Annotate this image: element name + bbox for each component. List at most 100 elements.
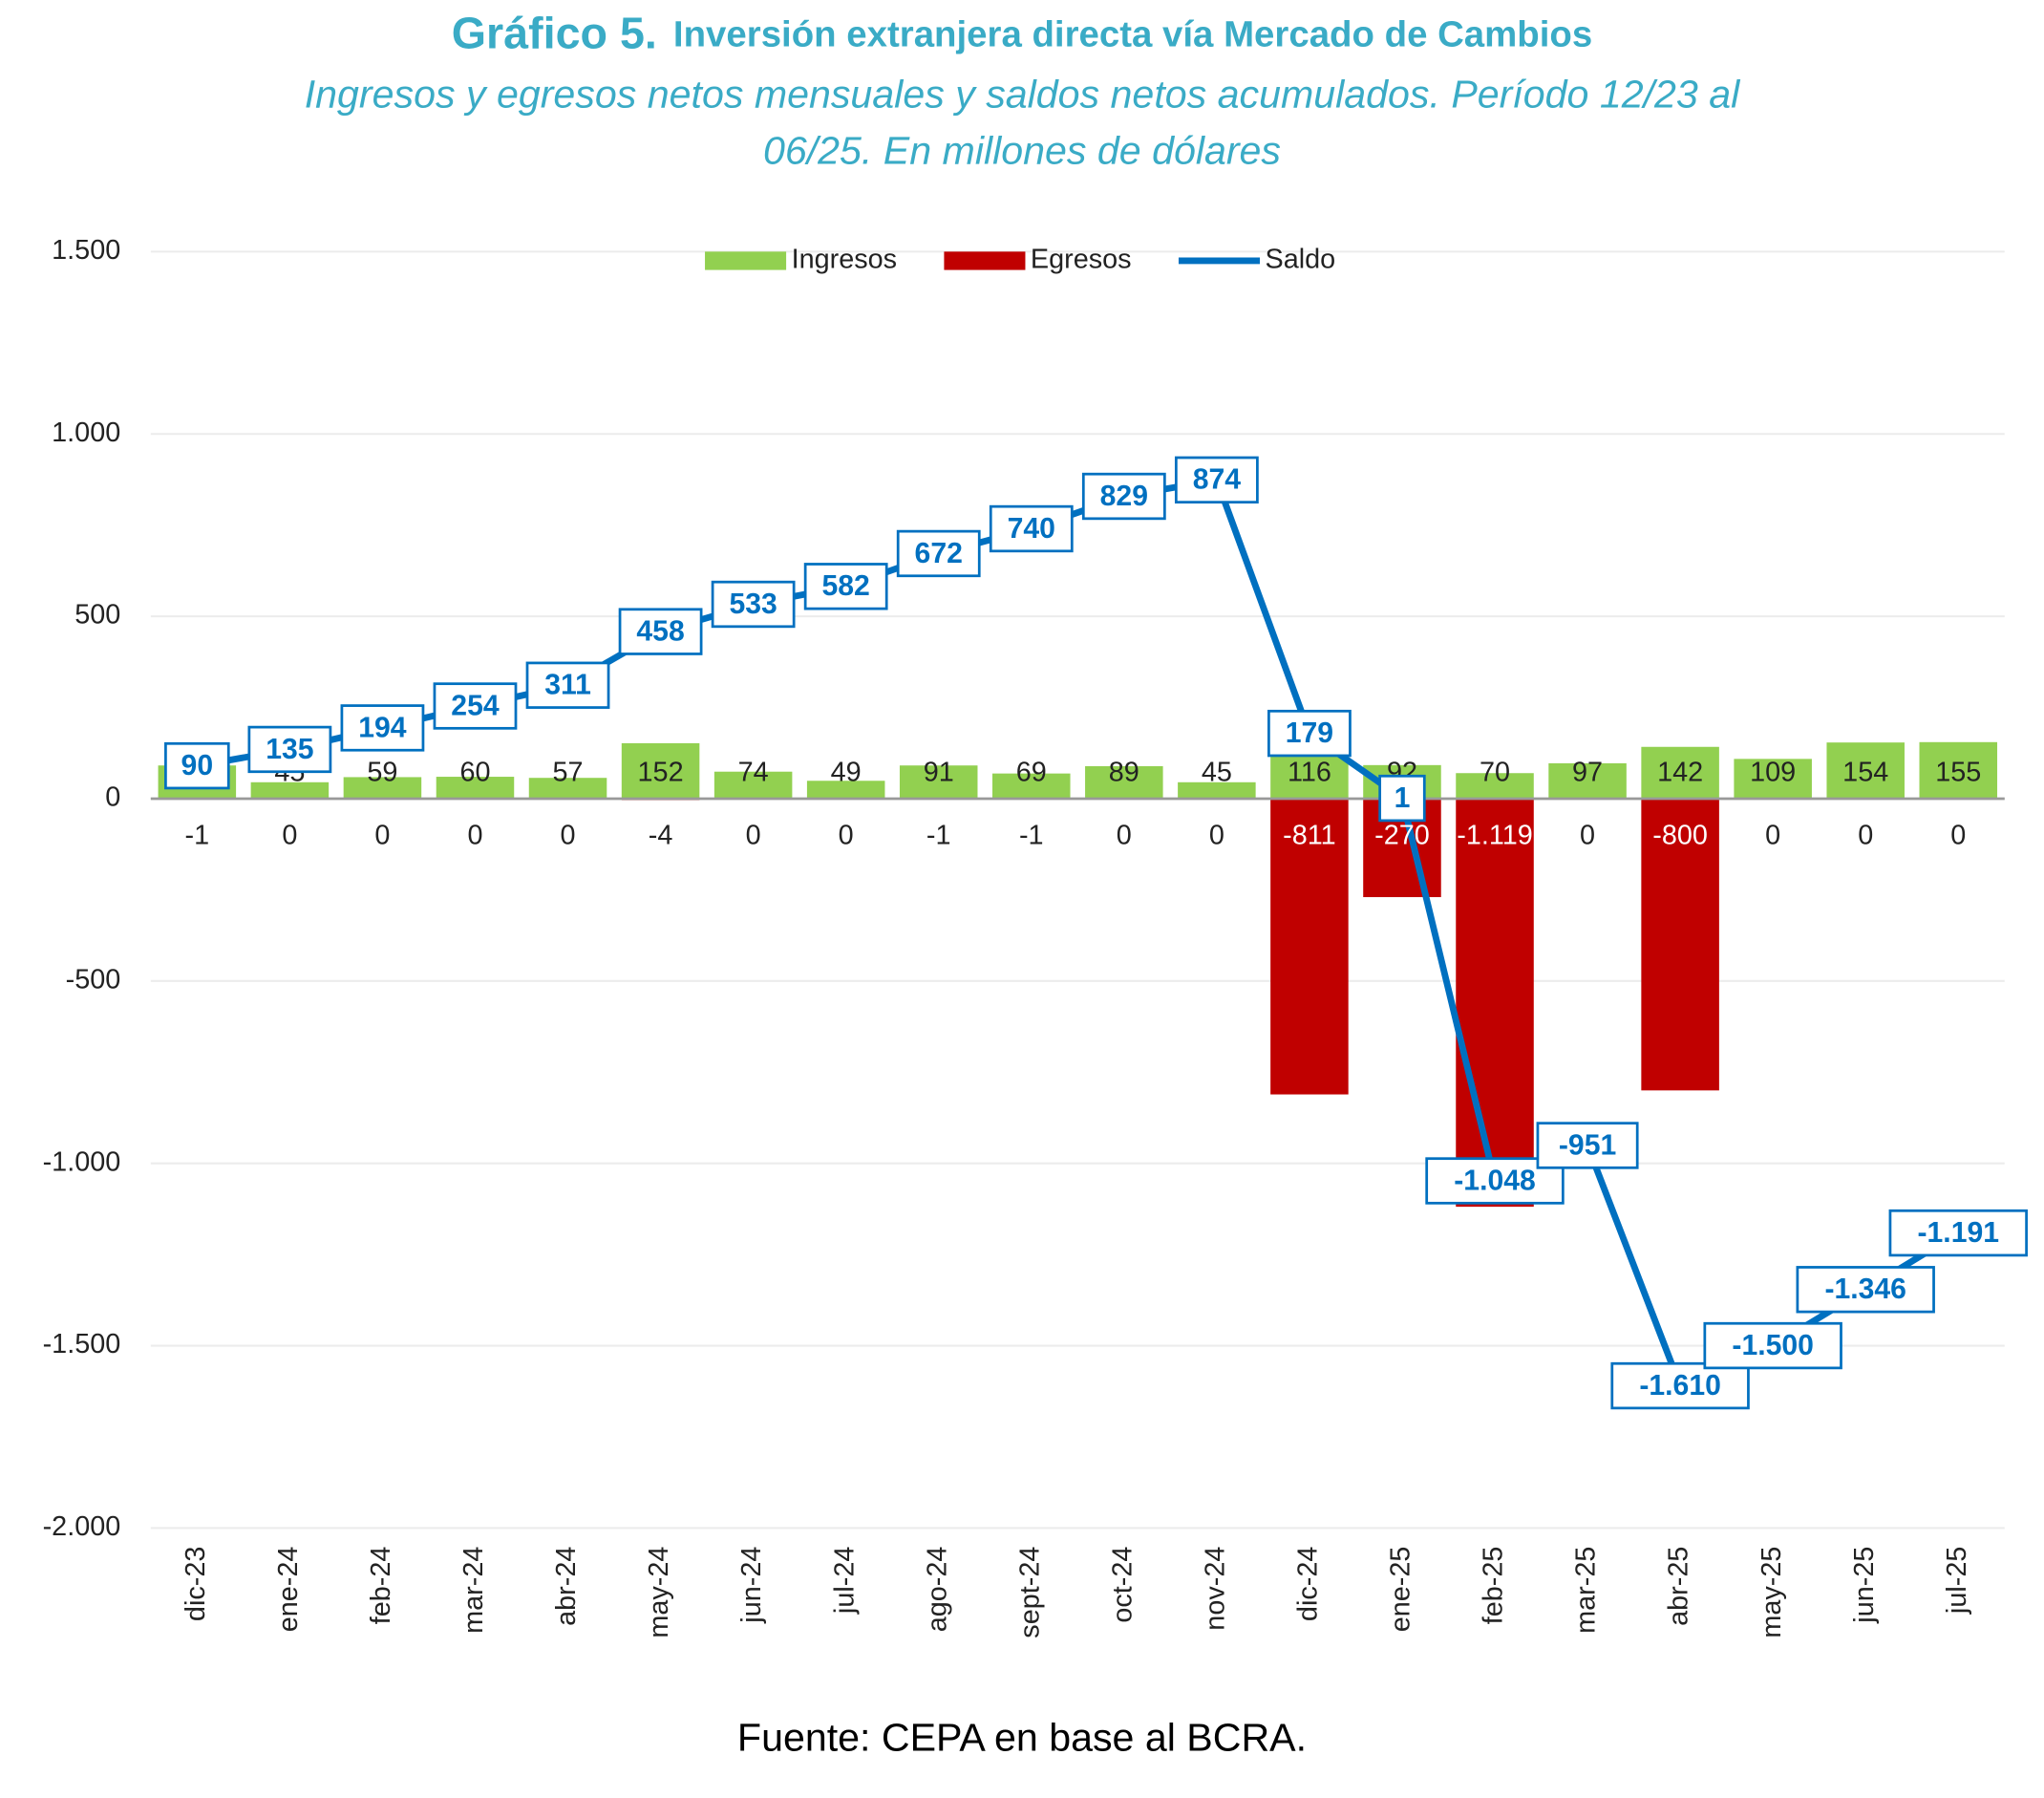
- line-value-label: -1.610: [1639, 1370, 1721, 1402]
- label-box: [618, 608, 703, 655]
- value-label: 70: [1480, 758, 1510, 788]
- value-label: 0: [282, 820, 297, 850]
- bar: [992, 773, 1071, 799]
- value-label: 0: [746, 820, 761, 850]
- y-tick-label: 1.500: [52, 235, 120, 266]
- bar: [621, 742, 700, 799]
- line-value-label: 582: [822, 570, 870, 602]
- value-label: 45: [1202, 758, 1232, 788]
- line-value-label: 311: [544, 670, 591, 701]
- value-label: 91: [924, 758, 954, 788]
- bar: [1085, 765, 1163, 799]
- x-tick-label: nov-24: [1200, 1547, 1230, 1631]
- bars: [158, 741, 1998, 1208]
- x-tick-label: sept-24: [1014, 1547, 1045, 1638]
- bar: [1734, 759, 1812, 799]
- line-value-label: 533: [729, 589, 777, 620]
- value-label: 0: [839, 820, 854, 850]
- x-tick-label: jun-24: [736, 1547, 767, 1624]
- y-tick-label: 500: [75, 600, 120, 631]
- line-value-label: 458: [636, 615, 684, 647]
- value-label: 0: [467, 820, 482, 850]
- value-label: -1: [185, 820, 210, 850]
- value-label: 0: [1209, 820, 1224, 850]
- legend-label: Ingresos: [792, 245, 897, 275]
- legend-swatch: [705, 251, 787, 270]
- bar: [250, 781, 330, 799]
- value-label: 0: [1950, 820, 1966, 850]
- x-tick-label: abr-25: [1664, 1547, 1694, 1626]
- x-tick-label: abr-24: [551, 1547, 582, 1626]
- value-label: 69: [1016, 758, 1047, 788]
- y-tick-label: -2.000: [43, 1511, 121, 1542]
- x-tick-label: jul-24: [829, 1547, 860, 1615]
- line-value-label: 740: [1008, 513, 1055, 545]
- bar: [1548, 762, 1627, 799]
- line-value-label: -1.500: [1732, 1330, 1814, 1361]
- bar: [713, 771, 793, 799]
- value-label: 154: [1842, 758, 1888, 788]
- legend-label: Saldo: [1266, 245, 1336, 275]
- x-tick-label: ene-25: [1386, 1547, 1416, 1633]
- value-label: 155: [1935, 758, 1981, 788]
- legend-swatch: [944, 251, 1026, 270]
- label-box: [711, 580, 796, 629]
- value-label: 0: [1117, 820, 1132, 850]
- label-box: [1888, 1209, 2028, 1257]
- x-tick-label: dic-24: [1293, 1547, 1324, 1621]
- line-value-label: 874: [1193, 464, 1242, 496]
- subtitle: 06/25. En millones de dólares: [763, 128, 1281, 172]
- bar: [1641, 746, 1719, 799]
- bar: [1270, 756, 1349, 799]
- bar: [1178, 781, 1256, 799]
- label-box: [1081, 472, 1166, 521]
- chart-title: Gráfico 5. Inversión extranjera directa …: [452, 9, 1592, 58]
- line-value-label: 254: [451, 690, 500, 721]
- bar: [1270, 798, 1349, 1095]
- line-value-label: -1.346: [1824, 1274, 1906, 1305]
- legend-label: Egresos: [1031, 245, 1132, 275]
- bar: [1826, 742, 1905, 799]
- value-label: 60: [459, 758, 490, 788]
- label-box: [1610, 1361, 1750, 1410]
- value-label: 0: [374, 820, 390, 850]
- value-label: -1.119: [1457, 820, 1533, 850]
- value-label: -811: [1283, 820, 1336, 850]
- subtitle: Ingresos y egresos netos mensuales y sal…: [305, 72, 1741, 116]
- value-label: -1: [926, 820, 951, 850]
- line-value-label: 90: [181, 750, 214, 781]
- value-label: 109: [1750, 758, 1796, 788]
- line-value-label: 829: [1100, 481, 1148, 512]
- value-label: 0: [561, 820, 576, 850]
- line-value-label: 135: [266, 734, 313, 765]
- x-tick-label: mar-25: [1571, 1547, 1602, 1634]
- title-label: Gráfico 5.: [452, 9, 657, 58]
- label-box: [1378, 774, 1426, 823]
- label-box: [803, 563, 888, 610]
- line-value-label: -1.191: [1918, 1217, 2000, 1249]
- x-tick-label: ago-24: [922, 1547, 952, 1633]
- bar: [899, 765, 978, 799]
- x-tick-label: jun-25: [1849, 1547, 1880, 1624]
- value-label: 89: [1109, 758, 1139, 788]
- value-label: 0: [1858, 820, 1873, 850]
- label-box: [247, 725, 332, 774]
- value-label: 116: [1288, 758, 1331, 788]
- bar: [1919, 741, 1998, 799]
- y-tick-label: 1.000: [52, 417, 120, 448]
- label-box: [989, 504, 1074, 553]
- line-value-label: -951: [1559, 1129, 1616, 1161]
- value-label: 49: [831, 758, 862, 788]
- line-value-label: 179: [1286, 717, 1333, 749]
- y-tick-label: 0: [105, 782, 120, 813]
- bar: [1456, 773, 1534, 799]
- value-label: 152: [638, 758, 684, 788]
- title-text: Inversión extranjera directa vía Mercado…: [673, 14, 1592, 55]
- bar: [1641, 798, 1719, 1091]
- value-label: 0: [1580, 820, 1595, 850]
- value-label: 59: [367, 758, 397, 788]
- x-tick-label: may-24: [644, 1547, 674, 1638]
- value-label: -800: [1652, 820, 1708, 850]
- value-label: -4: [649, 820, 673, 850]
